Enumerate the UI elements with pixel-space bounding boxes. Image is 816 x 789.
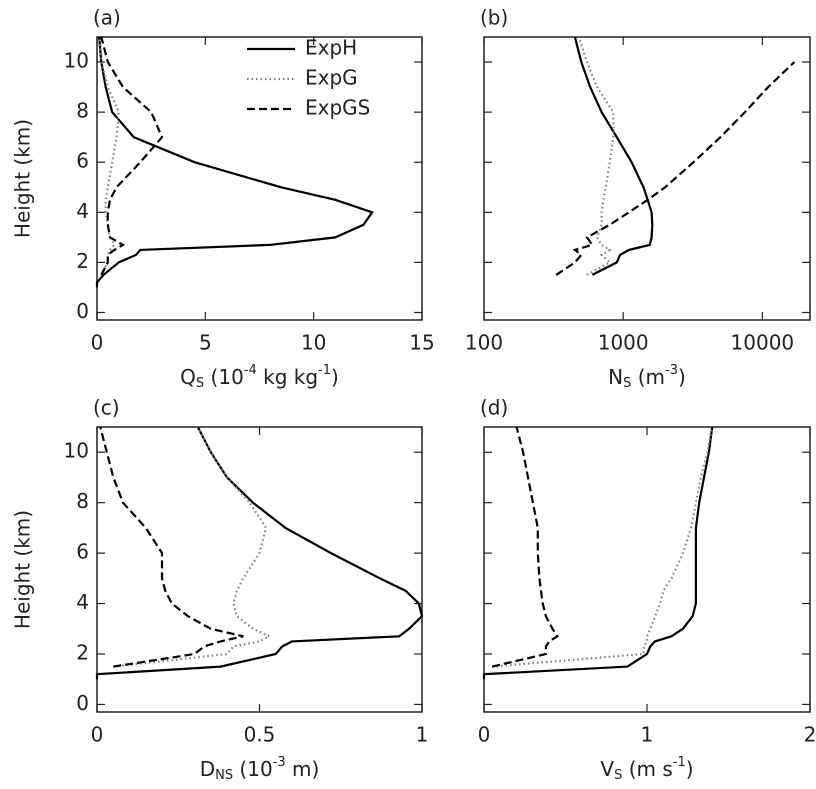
y-axis-label: Height (km): [11, 510, 35, 629]
profile-line: [577, 36, 615, 276]
plot-frame: [96, 36, 423, 321]
x-tick-label: 0: [91, 331, 104, 355]
label-part: -3: [665, 363, 678, 378]
label-part: D: [200, 757, 215, 781]
plot-frame: [96, 426, 423, 713]
y-tick-label: 0: [76, 691, 89, 715]
profile-line: [100, 36, 164, 276]
x-tick-label: 2: [804, 723, 816, 747]
panel: (d) 0 1 2 VS (m s-1): [478, 396, 816, 783]
label-part: Q: [180, 365, 196, 389]
label-part: (m: [631, 365, 665, 389]
profile-line: [491, 426, 559, 668]
panel: (c) 0 2 4 6 8 10 0 0.5 1 Height (km) DNS (10-3 m): [11, 396, 429, 783]
y-tick-label: 6: [76, 149, 89, 173]
plot-frame: [483, 426, 811, 713]
y-tick-label: 8: [76, 99, 89, 123]
x-axis-label: VS (m s-1): [600, 755, 693, 783]
y-tick-label: 4: [76, 199, 89, 223]
x-tick-label: 10000: [731, 331, 795, 355]
label-part: S: [614, 768, 622, 783]
x-axis-label: NS (m-3): [608, 363, 686, 391]
x-tick-label: 15: [409, 331, 434, 355]
x-axis-label: QS (10-4 kg kg-1): [180, 363, 339, 391]
x-tick-label: 0: [478, 723, 491, 747]
y-tick-label: 10: [64, 439, 89, 463]
panel-label: (a): [93, 6, 121, 30]
profile-line: [482, 426, 714, 680]
profile-line: [555, 61, 796, 276]
panel-label: (b): [480, 6, 508, 30]
label-part: N: [608, 365, 623, 389]
x-tick-label: 1: [641, 723, 654, 747]
x-tick-label: 0.5: [244, 723, 276, 747]
y-tick-label: 2: [76, 249, 89, 273]
x-tick-label: 1000: [598, 331, 649, 355]
label-part: -1: [673, 755, 686, 770]
legend-label: ExpH: [305, 36, 357, 60]
panel: (a) 0 2 4 6 8 10 0 5 10 15 Height (km) QS (10-4 kg k…: [11, 6, 435, 391]
x-tick-label: 0: [91, 723, 104, 747]
label-part: (10: [233, 757, 273, 781]
profile-line: [113, 426, 272, 668]
x-tick-label: 100: [465, 331, 503, 355]
label-part: S: [623, 376, 631, 391]
panel-label: (c): [93, 396, 120, 420]
label-part: V: [600, 757, 614, 781]
y-tick-label: 8: [76, 489, 89, 513]
label-part: (m s: [622, 757, 672, 781]
x-tick-label: 5: [199, 331, 212, 355]
y-tick-label: 10: [64, 49, 89, 73]
label-part: ): [686, 757, 694, 781]
profile-line: [492, 426, 714, 668]
y-tick-label: 2: [76, 640, 89, 664]
legend-label: ExpG: [305, 66, 358, 90]
label-part: -4: [244, 363, 257, 378]
label-part: NS: [215, 768, 233, 783]
profile-line: [573, 36, 654, 276]
label-part: S: [196, 376, 204, 391]
y-tick-label: 6: [76, 540, 89, 564]
panel: (b) 100 1000 10000 NS (m-3): [465, 6, 811, 391]
label-part: -3: [273, 755, 286, 770]
x-tick-label: 1: [416, 723, 429, 747]
label-part: -1: [318, 363, 331, 378]
x-axis-label: DNS (10-3 m): [200, 755, 320, 783]
label-part: kg kg: [257, 365, 318, 389]
y-axis-label: Height (km): [11, 119, 35, 238]
plot-frame: [483, 36, 811, 321]
x-tick-label: 10: [301, 331, 326, 355]
profile-line: [99, 426, 244, 668]
profile-line: [95, 426, 424, 680]
profile-line: [95, 36, 374, 288]
label-part: ): [331, 365, 339, 389]
label-part: (10: [204, 365, 244, 389]
label-part: ): [678, 365, 686, 389]
legend-label: ExpGS: [305, 96, 370, 120]
panel-label: (d): [480, 396, 508, 420]
label-part: m): [286, 757, 320, 781]
y-tick-label: 0: [76, 299, 89, 323]
y-tick-label: 4: [76, 590, 89, 614]
